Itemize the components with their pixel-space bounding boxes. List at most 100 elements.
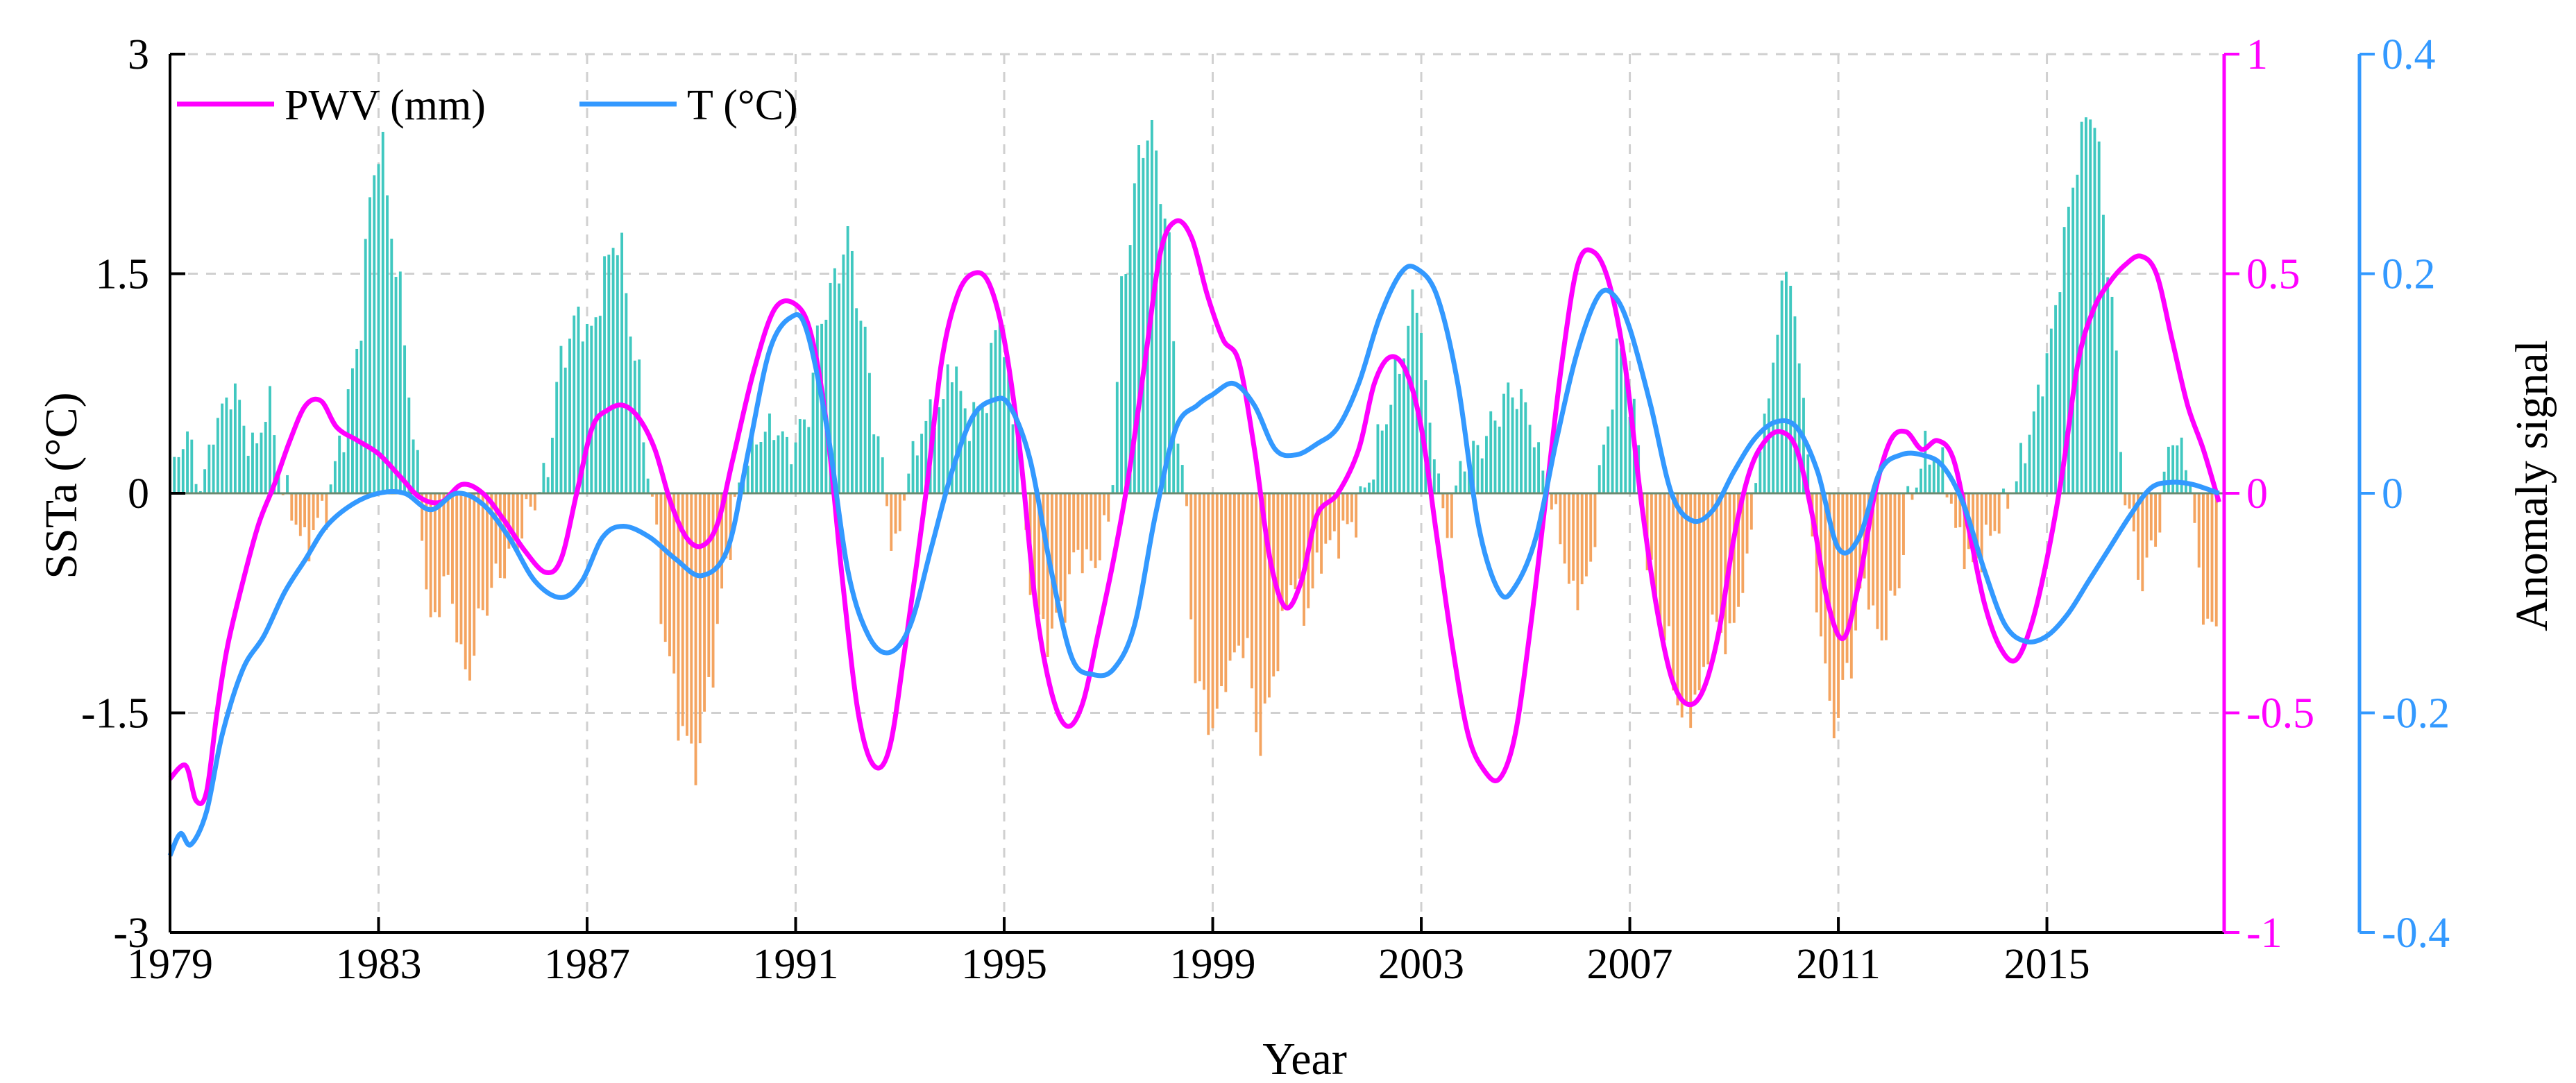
ssta-bar-negative	[1042, 493, 1045, 619]
ssta-bar-positive	[2110, 296, 2114, 493]
ssta-bar-negative	[2124, 493, 2127, 506]
ssta-bar-positive	[590, 325, 593, 493]
ssta-bar-positive	[881, 457, 884, 493]
ssta-bar-negative	[1050, 493, 1053, 629]
x-tick-label: 1995	[961, 941, 1047, 988]
ssta-bar-negative	[1185, 493, 1188, 506]
ssta-bar-positive	[1763, 413, 1766, 493]
ssta-bar-positive	[581, 341, 584, 493]
ssta-bar-positive	[1532, 447, 1536, 493]
ssta-bar-negative	[2137, 493, 2139, 580]
ssta-bar-negative	[1854, 493, 1858, 631]
ssta-bar-negative	[715, 493, 719, 624]
ssta-bar-negative	[1320, 493, 1323, 574]
ssta-bar-negative	[1863, 493, 1866, 579]
ssta-bar-negative	[677, 493, 680, 741]
ssta-bar-positive	[1602, 444, 1605, 493]
ssta-bar-positive	[1459, 461, 1462, 493]
ssta-bar-negative	[1593, 493, 1597, 547]
ssta-bar-negative	[1693, 493, 1697, 695]
ssta-bar-negative	[1194, 493, 1197, 683]
ssta-bar-negative	[1294, 493, 1297, 590]
ssta-bar-negative	[1663, 493, 1666, 641]
ssta-bar-negative	[1737, 493, 1740, 607]
ssta-bar-positive	[2106, 277, 2110, 493]
ssta-bar-negative	[724, 493, 728, 558]
ssta-bar-positive	[985, 413, 988, 493]
ssta-bar-positive	[416, 450, 419, 493]
ssta-bar-negative	[711, 493, 715, 688]
ssta-bar-positive	[173, 457, 176, 493]
ssta-bar-positive	[1498, 426, 1501, 493]
y-pwv-tick-label: 0	[2246, 470, 2268, 518]
ssta-bar-positive	[955, 366, 958, 493]
ssta-bar-positive	[377, 164, 380, 493]
ssta-bar-negative	[298, 493, 302, 536]
ssta-bar-positive	[607, 255, 611, 493]
ssta-bar-positive	[786, 436, 788, 493]
x-tick-label: 1999	[1170, 941, 1256, 988]
ssta-bar-positive	[2032, 411, 2035, 493]
ssta-bar-positive	[1507, 382, 1510, 493]
ssta-bar-negative	[890, 493, 893, 551]
ssta-bar-positive	[863, 326, 867, 493]
ssta-bar-positive	[2015, 481, 2018, 493]
ssta-bar-negative	[438, 493, 441, 617]
ssta-bar-positive	[629, 336, 632, 493]
ssta-bar-positive	[2102, 214, 2105, 493]
ssta-bar-negative	[1689, 493, 1693, 728]
ssta-bar-negative	[1963, 493, 1966, 570]
ssta-bar-positive	[2037, 384, 2040, 493]
ssta-bar-positive	[2119, 452, 2122, 493]
ssta-bar-negative	[1220, 493, 1223, 687]
ssta-bar-positive	[1428, 423, 1432, 493]
ssta-bar-negative	[1090, 493, 1093, 561]
ssta-bar-positive	[381, 131, 384, 493]
ssta-bar-negative	[1720, 493, 1722, 633]
ssta-bar-negative	[1067, 493, 1071, 574]
ssta-bar-negative	[1832, 493, 1836, 739]
ssta-bar-positive	[225, 398, 228, 493]
ssta-bar-positive	[2045, 353, 2049, 493]
legend-pwv-label: PWV (mm)	[285, 82, 486, 129]
ssta-bar-positive	[1463, 471, 1466, 493]
ssta-bar-positive	[2062, 227, 2066, 493]
y-t-tick-label: 0.2	[2382, 251, 2436, 298]
ssta-bar-negative	[1224, 493, 1228, 692]
ssta-bar-positive	[216, 418, 219, 493]
ssta-bar-negative	[1037, 493, 1041, 615]
ssta-bar-positive	[355, 348, 359, 493]
ssta-bar-positive	[550, 437, 554, 493]
ssta-bar-negative	[659, 493, 663, 624]
ssta-bar-positive	[803, 419, 806, 493]
ssta-bar-positive	[850, 250, 854, 493]
ssta-bar-negative	[2202, 493, 2205, 625]
x-tick-label: 1983	[336, 941, 422, 988]
ssta-bar-negative	[1902, 493, 1905, 555]
ssta-bar-negative	[1685, 493, 1688, 702]
ssta-bar-negative	[433, 493, 437, 613]
ssta-bar-positive	[2089, 119, 2092, 493]
ssta-bar-positive	[2028, 434, 2031, 493]
legend: PWV (mm) T (°C)	[177, 82, 798, 129]
anomaly-lines	[167, 218, 2221, 857]
ssta-bar-positive	[1511, 397, 1514, 493]
ssta-bar-negative	[525, 493, 528, 500]
ssta-bar-negative	[1246, 493, 1249, 638]
ssta-bar-negative	[1858, 493, 1862, 589]
ssta-bar-positive	[586, 323, 588, 493]
ssta-bar-negative	[1849, 493, 1853, 679]
ssta-bar-positive	[2097, 141, 2101, 493]
ssta-bar-positive	[1380, 430, 1384, 493]
ssta-bar-negative	[1989, 493, 1992, 536]
ssta-bar-positive	[790, 464, 793, 493]
ssta-bar-negative	[321, 493, 324, 501]
y-axis-left-title: SSTa (°C)	[36, 392, 87, 579]
ssta-bar-negative	[1572, 493, 1575, 581]
ssta-bar-positive	[755, 444, 759, 493]
ssta-bar-positive	[1780, 280, 1783, 493]
ssta-bar-positive	[1137, 145, 1141, 493]
ssta-bar-negative	[1081, 493, 1084, 574]
ssta-bar-positive	[542, 463, 545, 493]
ssta-bar-positive	[1924, 430, 1927, 493]
